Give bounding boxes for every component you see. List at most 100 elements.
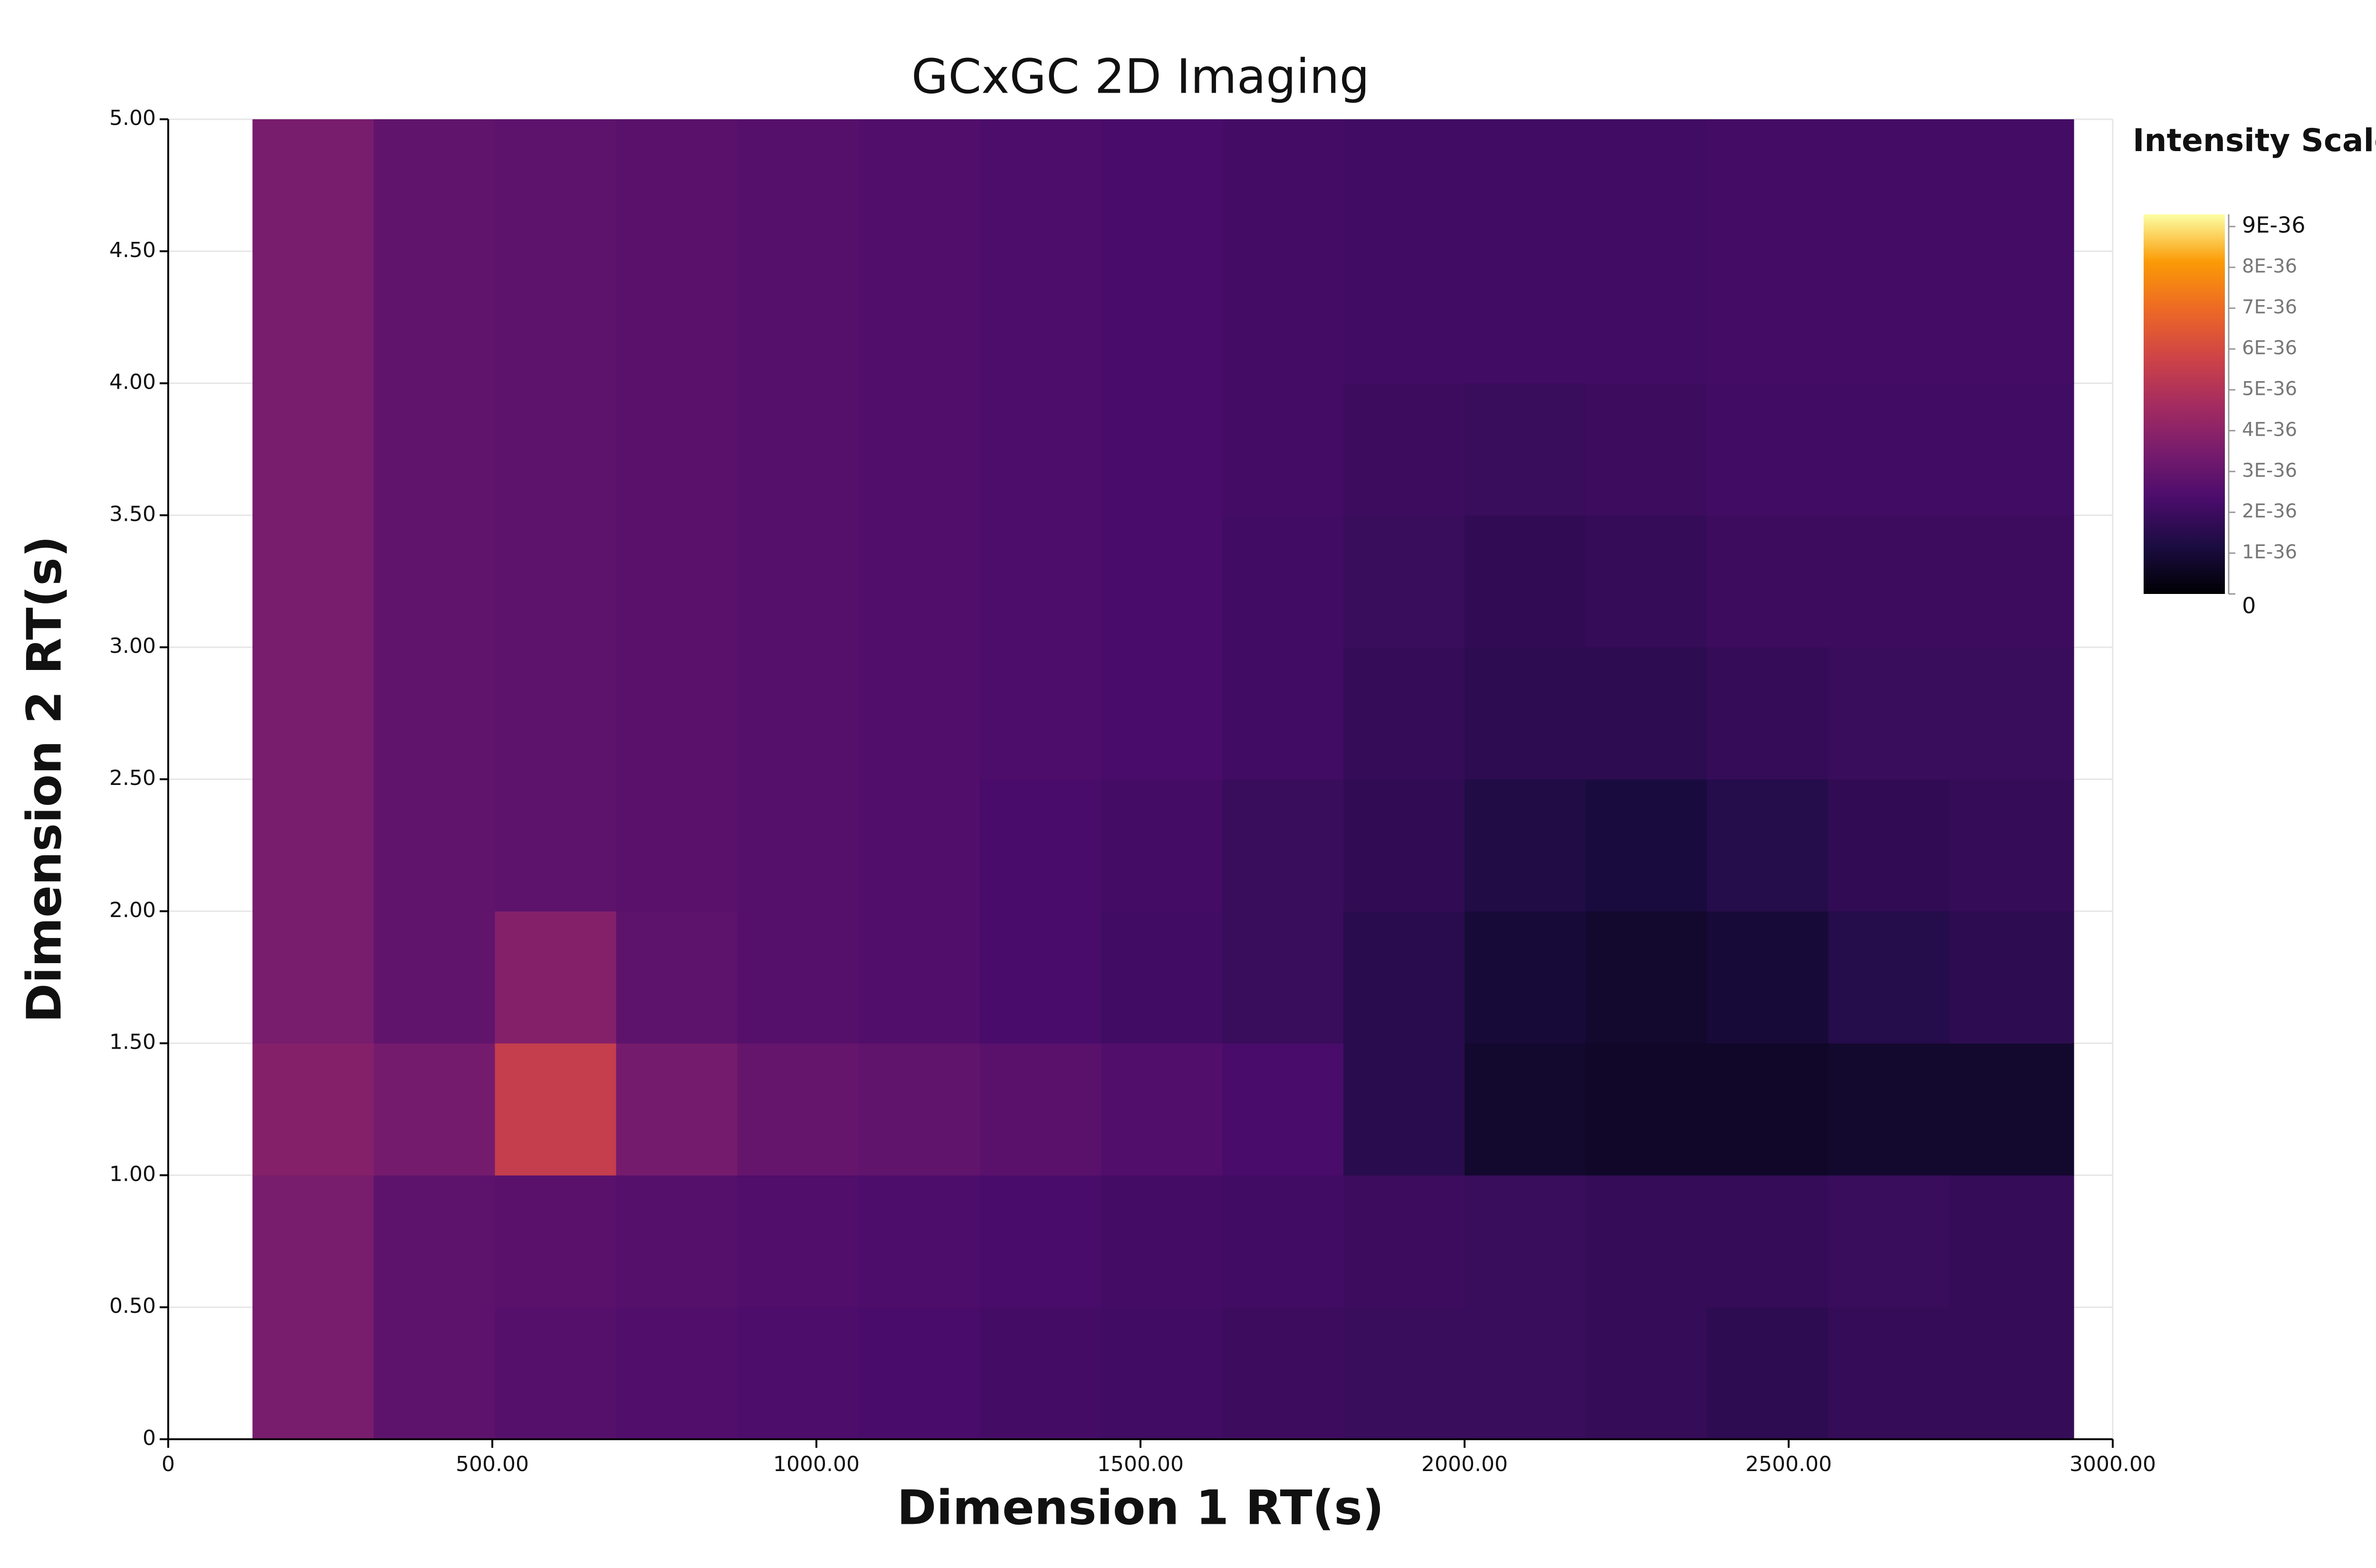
heatmap-cell — [1101, 383, 1223, 516]
heatmap-cell — [1949, 779, 2074, 912]
heatmap-cell — [252, 1043, 374, 1176]
heatmap-cell — [979, 251, 1102, 384]
heatmap-cell — [1343, 119, 1465, 252]
heatmap-cell — [495, 647, 617, 780]
heatmap-cell — [737, 647, 859, 780]
heatmap-cell — [737, 119, 859, 252]
colorbar-tick-label: 3E-36 — [2242, 459, 2297, 481]
colorbar-tick-label: 4E-36 — [2242, 419, 2297, 440]
heatmap-cell — [979, 779, 1102, 912]
heatmap-cell — [979, 1175, 1102, 1308]
heatmap-cell — [1586, 1307, 1707, 1440]
heatmap-cell — [495, 251, 617, 384]
x-tick-label: 1000.00 — [773, 1452, 860, 1476]
y-tick-label: 4.50 — [109, 238, 156, 262]
heatmap-cell — [1222, 1307, 1344, 1440]
heatmap-cell — [1343, 779, 1465, 912]
heatmap-cell — [737, 1175, 859, 1308]
colorbar-tick-label: 0 — [2242, 593, 2256, 619]
heatmap-cell — [616, 1175, 738, 1308]
y-tick-label: 2.00 — [109, 898, 156, 922]
heatmap-cell — [858, 1043, 980, 1176]
heatmap-cell — [1101, 119, 1223, 252]
heatmap-cell — [1949, 251, 2074, 384]
heatmap-cell — [858, 779, 980, 912]
heatmap-cell — [1465, 1043, 1586, 1176]
heatmap-cell — [1949, 119, 2074, 252]
y-axis-label: Dimension 2 RT(s) — [16, 535, 72, 1023]
heatmap-cell — [1465, 911, 1586, 1044]
heatmap-cell — [1828, 1307, 1950, 1440]
heatmap-cell — [374, 515, 495, 648]
heatmap-cell — [737, 911, 859, 1044]
heatmap-cell — [1101, 1043, 1223, 1176]
y-tick-label: 1.00 — [109, 1162, 156, 1186]
colorbar-title: Intensity Scale — [2133, 122, 2376, 159]
heatmap-cell — [1707, 515, 1829, 648]
heatmap-cell — [1222, 779, 1344, 912]
heatmap-cell — [1222, 647, 1344, 780]
heatmap-cell — [1949, 1175, 2074, 1308]
heatmap-cell — [1707, 1043, 1829, 1176]
x-tick-label: 1500.00 — [1097, 1452, 1184, 1476]
heatmap-cell — [616, 251, 738, 384]
heatmap-cell — [979, 1043, 1102, 1176]
heatmap-cell — [1222, 383, 1344, 516]
heatmap-cell — [1586, 1175, 1707, 1308]
heatmap-cell — [1707, 119, 1829, 252]
heatmap-cell — [979, 515, 1102, 648]
heatmap-cell — [616, 1043, 738, 1176]
heatmap-cell — [374, 911, 495, 1044]
heatmap-cell — [1707, 383, 1829, 516]
x-axis-label: Dimension 1 RT(s) — [897, 1480, 1384, 1535]
heatmap-cell — [495, 119, 617, 252]
heatmap-cell — [1828, 1043, 1950, 1176]
heatmap-cell — [616, 1307, 738, 1440]
heatmap-cell — [1586, 251, 1707, 384]
heatmap-cell — [858, 647, 980, 780]
y-tick-label: 5.00 — [109, 106, 156, 130]
heatmap-cell — [1707, 647, 1829, 780]
heatmap-cell — [1586, 647, 1707, 780]
colorbar-tick-label: 6E-36 — [2242, 337, 2297, 359]
heatmap-cell — [1828, 383, 1950, 516]
heatmap-cell — [374, 383, 495, 516]
heatmap-cell — [737, 515, 859, 648]
y-tick-label: 3.00 — [109, 634, 156, 658]
heatmap-cell — [495, 1043, 617, 1176]
y-tick-label: 0 — [143, 1426, 156, 1450]
heatmap-cell — [1343, 911, 1465, 1044]
heatmap-cell — [1586, 779, 1707, 912]
heatmap-cell — [374, 1175, 495, 1308]
colorbar-tick-label: 7E-36 — [2242, 296, 2297, 318]
heatmap-cell — [858, 1307, 980, 1440]
heatmap-cell — [1586, 515, 1707, 648]
heatmap-cell — [1586, 383, 1707, 516]
heatmap-cell — [1465, 647, 1586, 780]
y-tick-label: 2.50 — [109, 766, 156, 790]
heatmap-cell — [616, 911, 738, 1044]
y-tick-label: 1.50 — [109, 1030, 156, 1054]
heatmap-cell — [979, 119, 1102, 252]
heatmap-cell — [1101, 251, 1223, 384]
x-tick-label: 3000.00 — [2069, 1452, 2156, 1476]
heatmap-cell — [1707, 1307, 1829, 1440]
heatmap-cell — [1101, 1307, 1223, 1440]
heatmap-cell — [252, 515, 374, 648]
heatmap-cell — [1465, 383, 1586, 516]
heatmap-cell — [1828, 515, 1950, 648]
heatmap-cell — [737, 1043, 859, 1176]
x-tick-label: 2000.00 — [1421, 1452, 1508, 1476]
heatmap-cell — [737, 1307, 859, 1440]
heatmap-cell — [1828, 1175, 1950, 1308]
heatmap-cell — [252, 911, 374, 1044]
heatmap-cell — [495, 515, 617, 648]
heatmap-cell — [374, 779, 495, 912]
heatmap-cell — [858, 383, 980, 516]
heatmap-cell — [1343, 1175, 1465, 1308]
heatmap-cell — [1707, 251, 1829, 384]
heatmap-cell — [616, 779, 738, 912]
colorbar-tick-label: 2E-36 — [2242, 500, 2297, 522]
heatmap-cell — [616, 119, 738, 252]
